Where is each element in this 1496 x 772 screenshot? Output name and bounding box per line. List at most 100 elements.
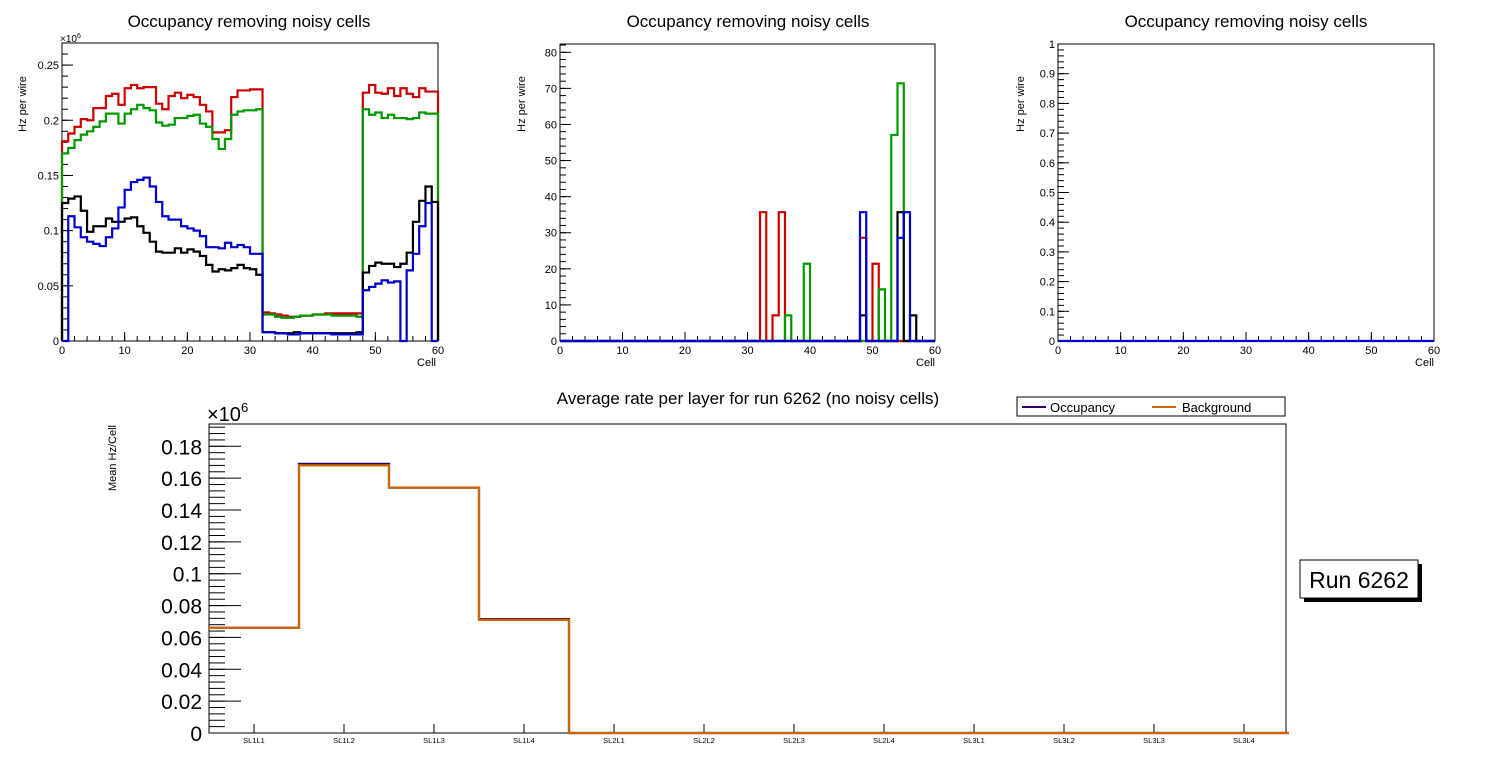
legend-background-label: Background (1182, 400, 1251, 415)
x-tick-label: 30 (1240, 345, 1252, 357)
plot-frame (61, 42, 439, 342)
panel-3-y-label: Hz per wire (1015, 76, 1027, 132)
y-tick-label: 0.7 (1040, 128, 1055, 140)
panel-occupancy-2: Occupancy removing noisy cells Hz per wi… (516, 12, 941, 369)
x-category-label: SL3L1 (963, 736, 985, 745)
y-tick-label: 0.3 (1040, 247, 1055, 259)
y-tick-label: 0.12 (161, 532, 202, 555)
series-layer-green (560, 82, 935, 343)
y-tick-label: 0 (190, 723, 202, 746)
run-label-frame (1299, 559, 1419, 599)
series-layer-red (60, 83, 440, 341)
y-tick-label: 10 (545, 300, 557, 312)
run-label-box: Run 6262 (1299, 559, 1422, 602)
plot-frame (1057, 43, 1435, 342)
y-tick-label: 0 (53, 336, 59, 348)
panel-2-title: Occupancy removing noisy cells (627, 12, 870, 31)
x-tick-label: 60 (1428, 345, 1440, 357)
panel-1-title: Occupancy removing noisy cells (128, 12, 371, 31)
x-tick-label: 40 (307, 345, 319, 357)
y-tick-label: 0 (1049, 336, 1055, 348)
x-tick-label: 20 (181, 345, 193, 357)
x-tick-label: 30 (741, 345, 753, 357)
series-background (209, 464, 1289, 735)
bottom-y-label: Mean Hz/Cell (107, 425, 119, 491)
y-tick-label: 0.4 (1040, 217, 1055, 229)
x-tick-label: 50 (369, 345, 381, 357)
y-tick-label: 0.08 (161, 596, 202, 619)
legend-box (1016, 396, 1286, 417)
panel-2-x-label: Cell (916, 357, 935, 369)
series-occupancy (209, 462, 1289, 735)
x-tick-label: 50 (1365, 345, 1377, 357)
x-category-label: SL1L4 (513, 736, 535, 745)
x-tick-label: 0 (557, 345, 563, 357)
panel-3-x-label: Cell (1415, 357, 1434, 369)
y-tick-label: 0.06 (161, 627, 202, 650)
x-tick-label: 50 (866, 345, 878, 357)
y-tick-label: 0.6 (1040, 158, 1055, 170)
x-tick-label: 40 (804, 345, 816, 357)
panel-2-y-label: Hz per wire (516, 76, 528, 132)
y-tick-label: 70 (545, 83, 557, 95)
x-tick-label: 60 (432, 345, 444, 357)
legend: Occupancy Background (1016, 396, 1286, 417)
panel-1-x-label: Cell (417, 357, 436, 369)
x-category-label: SL2L2 (693, 736, 715, 745)
x-tick-label: 10 (616, 345, 628, 357)
y-tick-label: 0.14 (161, 500, 202, 523)
y-tick-label: 0.04 (161, 659, 202, 682)
y-tick-label: 0.02 (161, 691, 202, 714)
y-tick-label: 1 (1049, 39, 1055, 51)
y-tick-label: 0.15 (38, 170, 59, 182)
series-layer-blue (560, 211, 935, 343)
y-tick-label: 0 (551, 336, 557, 348)
x-tick-label: 60 (929, 345, 941, 357)
panel-1-y-multiplier: ×106 (60, 33, 81, 45)
x-tick-label: 40 (1303, 345, 1315, 357)
x-category-label: SL3L3 (1143, 736, 1165, 745)
x-category-label: SL2L4 (873, 736, 895, 745)
y-tick-label: 0.16 (161, 468, 202, 491)
plot-frame (208, 423, 1287, 734)
panel-1-y-label: Hz per wire (17, 76, 29, 132)
x-category-label: SL3L2 (1053, 736, 1075, 745)
y-tick-label: 0.1 (1040, 306, 1055, 318)
bottom-y-multiplier: ×106 (207, 400, 248, 426)
y-tick-label: 0.05 (38, 281, 59, 293)
y-tick-label: 0.2 (1040, 277, 1055, 289)
x-category-label: SL2L3 (783, 736, 805, 745)
bottom-title: Average rate per layer for run 6262 (no … (557, 389, 939, 408)
panel-occupancy-1: Occupancy removing noisy cells Hz per wi… (17, 12, 444, 369)
y-tick-label: 30 (545, 228, 557, 240)
y-tick-label: 60 (545, 119, 557, 131)
series-layer-black (60, 185, 440, 341)
y-tick-label: 0.1 (44, 226, 59, 238)
x-category-label: SL1L3 (423, 736, 445, 745)
panel-occupancy-3: Occupancy removing noisy cells Hz per wi… (1015, 12, 1440, 369)
y-tick-label: 40 (545, 192, 557, 204)
panel-average-rate: Average rate per layer for run 6262 (no … (107, 389, 1422, 746)
x-tick-label: 0 (59, 345, 65, 357)
y-tick-label: 0.9 (1040, 69, 1055, 81)
y-tick-label: 50 (545, 156, 557, 168)
series-layer-blue (62, 176, 438, 343)
y-tick-label: 0.8 (1040, 98, 1055, 110)
y-tick-label: 80 (545, 47, 557, 59)
run-label: Run 6262 (1309, 567, 1409, 593)
x-category-label: SL1L1 (243, 736, 265, 745)
x-tick-label: 30 (244, 345, 256, 357)
panel-3-title: Occupancy removing noisy cells (1125, 12, 1368, 31)
y-tick-label: 0.2 (44, 115, 59, 127)
x-tick-label: 20 (679, 345, 691, 357)
x-tick-label: 20 (1177, 345, 1189, 357)
y-tick-label: 0.18 (161, 436, 202, 459)
x-tick-label: 10 (119, 345, 131, 357)
x-tick-label: 10 (1115, 345, 1127, 357)
y-tick-label: 0.25 (38, 60, 59, 72)
series-layer-green (60, 103, 440, 341)
x-category-label: SL3L4 (1233, 736, 1255, 745)
legend-occupancy-label: Occupancy (1050, 400, 1116, 415)
x-category-label: SL1L2 (333, 736, 355, 745)
